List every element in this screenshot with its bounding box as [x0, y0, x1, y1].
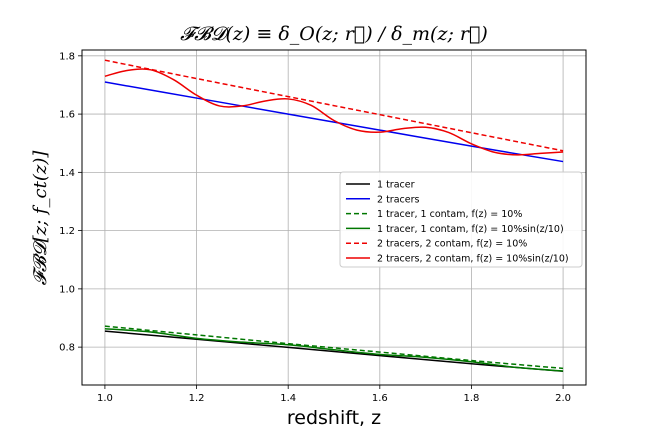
- legend-label: 2 tracers, 2 contam, f(z) = 10%: [377, 239, 527, 250]
- series-line-0: [104, 330, 564, 373]
- plot-frame: [81, 49, 587, 386]
- chart-title: 𝓕𝓑𝓓(z) ≡ δ_O(z; r⃗) / δ_m(z; r⃗): [180, 23, 488, 45]
- axis-ticks: 1.0 1.2 1.4 1.6 1.8 2.0 0.8 1.0 1.2 1.4 1.6 1.8: [59, 51, 571, 404]
- legend-label: 2 tracers, 2 contam, f(z) = 10%sin(z/10): [377, 254, 569, 265]
- series-line-1: [104, 81, 564, 163]
- y-tick-label: 1.4: [59, 168, 75, 179]
- series-line-4: [104, 59, 564, 152]
- y-tick-label: 1.8: [59, 51, 75, 62]
- legend-label: 1 tracer, 1 contam, f(z) = 10%: [377, 209, 522, 220]
- legend-label: 1 tracer: [377, 180, 415, 191]
- x-tick-label: 2.0: [555, 393, 571, 404]
- legend-label: 2 tracers: [377, 194, 419, 205]
- x-tick-label: 1.0: [97, 393, 113, 404]
- series-line-2: [104, 325, 564, 370]
- y-tick-label: 1.6: [59, 110, 75, 121]
- series-line-3: [104, 328, 564, 372]
- x-tick-label: 1.6: [372, 393, 388, 404]
- series-line-5: [104, 68, 564, 156]
- y-tick-label: 1.0: [59, 284, 75, 295]
- y-tick-label: 1.2: [59, 226, 75, 237]
- y-axis-label: 𝓕𝓑𝓓[z; f_ct(z)]: [30, 150, 51, 286]
- legend-box: [339, 171, 583, 268]
- x-axis-label: redshift, z: [287, 407, 381, 429]
- legend-label: 1 tracer, 1 contam, f(z) = 10%sin(z/10): [377, 224, 564, 235]
- series-layer: [104, 59, 564, 373]
- x-tick-label: 1.8: [464, 393, 480, 404]
- legend: 1 tracer 2 tracers 1 tracer, 1 contam, f(z…: [339, 171, 583, 268]
- y-tick-label: 0.8: [59, 343, 75, 354]
- x-tick-label: 1.4: [280, 393, 296, 404]
- x-tick-label: 1.2: [189, 393, 205, 404]
